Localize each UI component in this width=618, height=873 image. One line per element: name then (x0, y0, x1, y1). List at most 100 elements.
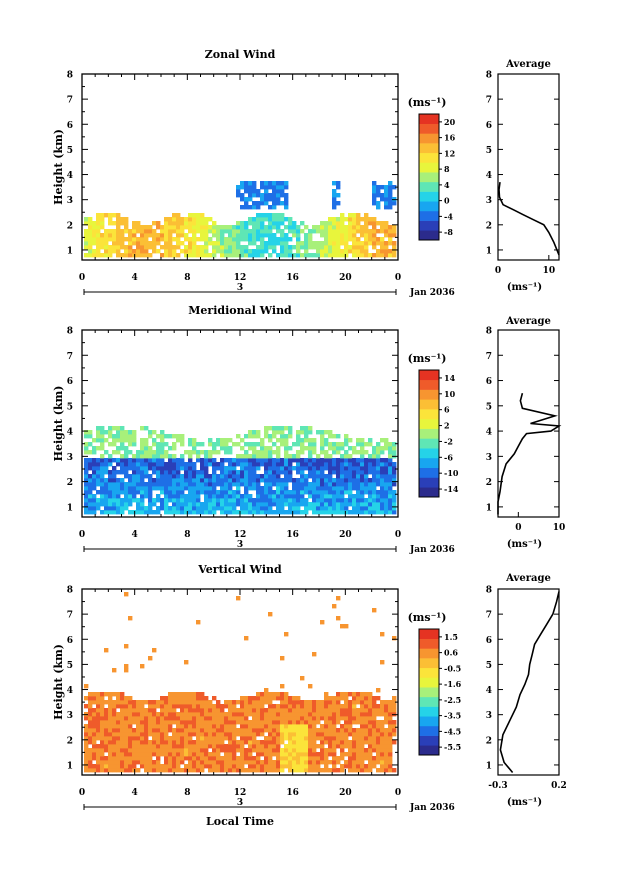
heatmap-cell (220, 756, 225, 761)
heatmap-cell (116, 756, 121, 761)
heatmap-cell (220, 712, 225, 717)
average-y-tick-label: 3 (486, 711, 492, 721)
heatmap-cell (292, 494, 297, 499)
heatmap-cell (248, 502, 253, 507)
heatmap-cell (364, 756, 369, 761)
heatmap-cell (348, 700, 353, 705)
heatmap-cell (192, 768, 197, 773)
heatmap-cell (296, 760, 301, 765)
heatmap-cell (228, 466, 233, 471)
heatmap-cell (392, 201, 397, 206)
heatmap-cell (244, 704, 249, 709)
heatmap-cell (336, 478, 341, 483)
heatmap-cell (368, 229, 373, 234)
heatmap-cell (188, 225, 193, 230)
heatmap-cell (176, 438, 181, 443)
heatmap-cell (372, 502, 377, 507)
heatmap-cell (160, 700, 165, 705)
heatmap-cell (108, 478, 113, 483)
heatmap-cell (380, 225, 385, 230)
heatmap-cell (216, 744, 221, 749)
heatmap-cell (116, 237, 121, 242)
heatmap-cell (184, 221, 189, 226)
heatmap-cell (220, 744, 225, 749)
heatmap-cell (272, 692, 277, 697)
heatmap-cell (364, 482, 369, 487)
heatmap-cell (272, 430, 277, 435)
heatmap-cell (228, 502, 233, 507)
colorbar-tick-label: 0 (444, 196, 450, 206)
heatmap-cell (348, 752, 353, 757)
heatmap-cell (388, 732, 393, 737)
heatmap-cell (228, 756, 233, 761)
heatmap-cell (168, 752, 173, 757)
heatmap-cell (376, 201, 381, 206)
heatmap-cell (332, 736, 337, 741)
heatmap-cell (100, 708, 105, 713)
heatmap-cell (112, 486, 117, 491)
heatmap-cell (272, 241, 277, 246)
heatmap-cell (132, 249, 137, 254)
heatmap-cell (168, 490, 173, 495)
heatmap-cell (220, 490, 225, 495)
heatmap-cell (332, 708, 337, 713)
heatmap-cell (120, 454, 125, 459)
heatmap-cell (200, 221, 205, 226)
heatmap-cell (368, 728, 373, 733)
heatmap-cell (208, 454, 213, 459)
heatmap-cell (244, 736, 249, 741)
heatmap-cell (288, 458, 293, 463)
heatmap-cell (220, 506, 225, 511)
heatmap-cell (260, 197, 265, 202)
heatmap-cell (252, 221, 257, 226)
heatmap-cell (240, 197, 245, 202)
heatmap-cell (140, 664, 145, 669)
heatmap-cell (272, 249, 277, 254)
heatmap-cell (212, 760, 217, 765)
heatmap-cell (116, 426, 121, 431)
heatmap-cell (380, 660, 385, 665)
heatmap-cell (260, 221, 265, 226)
heatmap-cell (348, 245, 353, 250)
heatmap-cell (244, 724, 249, 729)
heatmap-cell (248, 732, 253, 737)
heatmap-cell (356, 506, 361, 511)
heatmap-cell (88, 478, 93, 483)
heatmap-cell (260, 494, 265, 499)
heatmap-cell (116, 229, 121, 234)
heatmap-cell (88, 724, 93, 729)
heatmap-cell (176, 740, 181, 745)
heatmap-cell (88, 462, 93, 467)
heatmap-cell (252, 696, 257, 701)
heatmap-cell (224, 752, 229, 757)
average-profile-line (497, 392, 562, 515)
heatmap-cell (320, 446, 325, 451)
heatmap-cell (328, 221, 333, 226)
heatmap-cell (360, 712, 365, 717)
heatmap-cell (196, 620, 201, 625)
heatmap-cell (288, 474, 293, 479)
heatmap-cell (112, 478, 117, 483)
heatmap-cell (292, 245, 297, 250)
heatmap-cell (244, 474, 249, 479)
colorbar-segment (419, 399, 439, 410)
heatmap-cell (388, 229, 393, 234)
heatmap-cell (124, 490, 129, 495)
heatmap-cell (208, 490, 213, 495)
heatmap-cell (236, 498, 241, 503)
heatmap-cell (220, 486, 225, 491)
heatmap-cell (164, 221, 169, 226)
heatmap-cell (284, 245, 289, 250)
heatmap-cell (304, 446, 309, 451)
heatmap-cell (260, 181, 265, 186)
heatmap-cell (212, 768, 217, 773)
heatmap-cell (216, 732, 221, 737)
heatmap-cell (204, 498, 209, 503)
heatmap-cell (176, 498, 181, 503)
heatmap-cell (96, 434, 101, 439)
colorbar-tick-label: 12 (444, 148, 455, 158)
heatmap-cell (116, 450, 121, 455)
heatmap-cell (144, 708, 149, 713)
heatmap-cell (196, 708, 201, 713)
heatmap-cell (316, 494, 321, 499)
